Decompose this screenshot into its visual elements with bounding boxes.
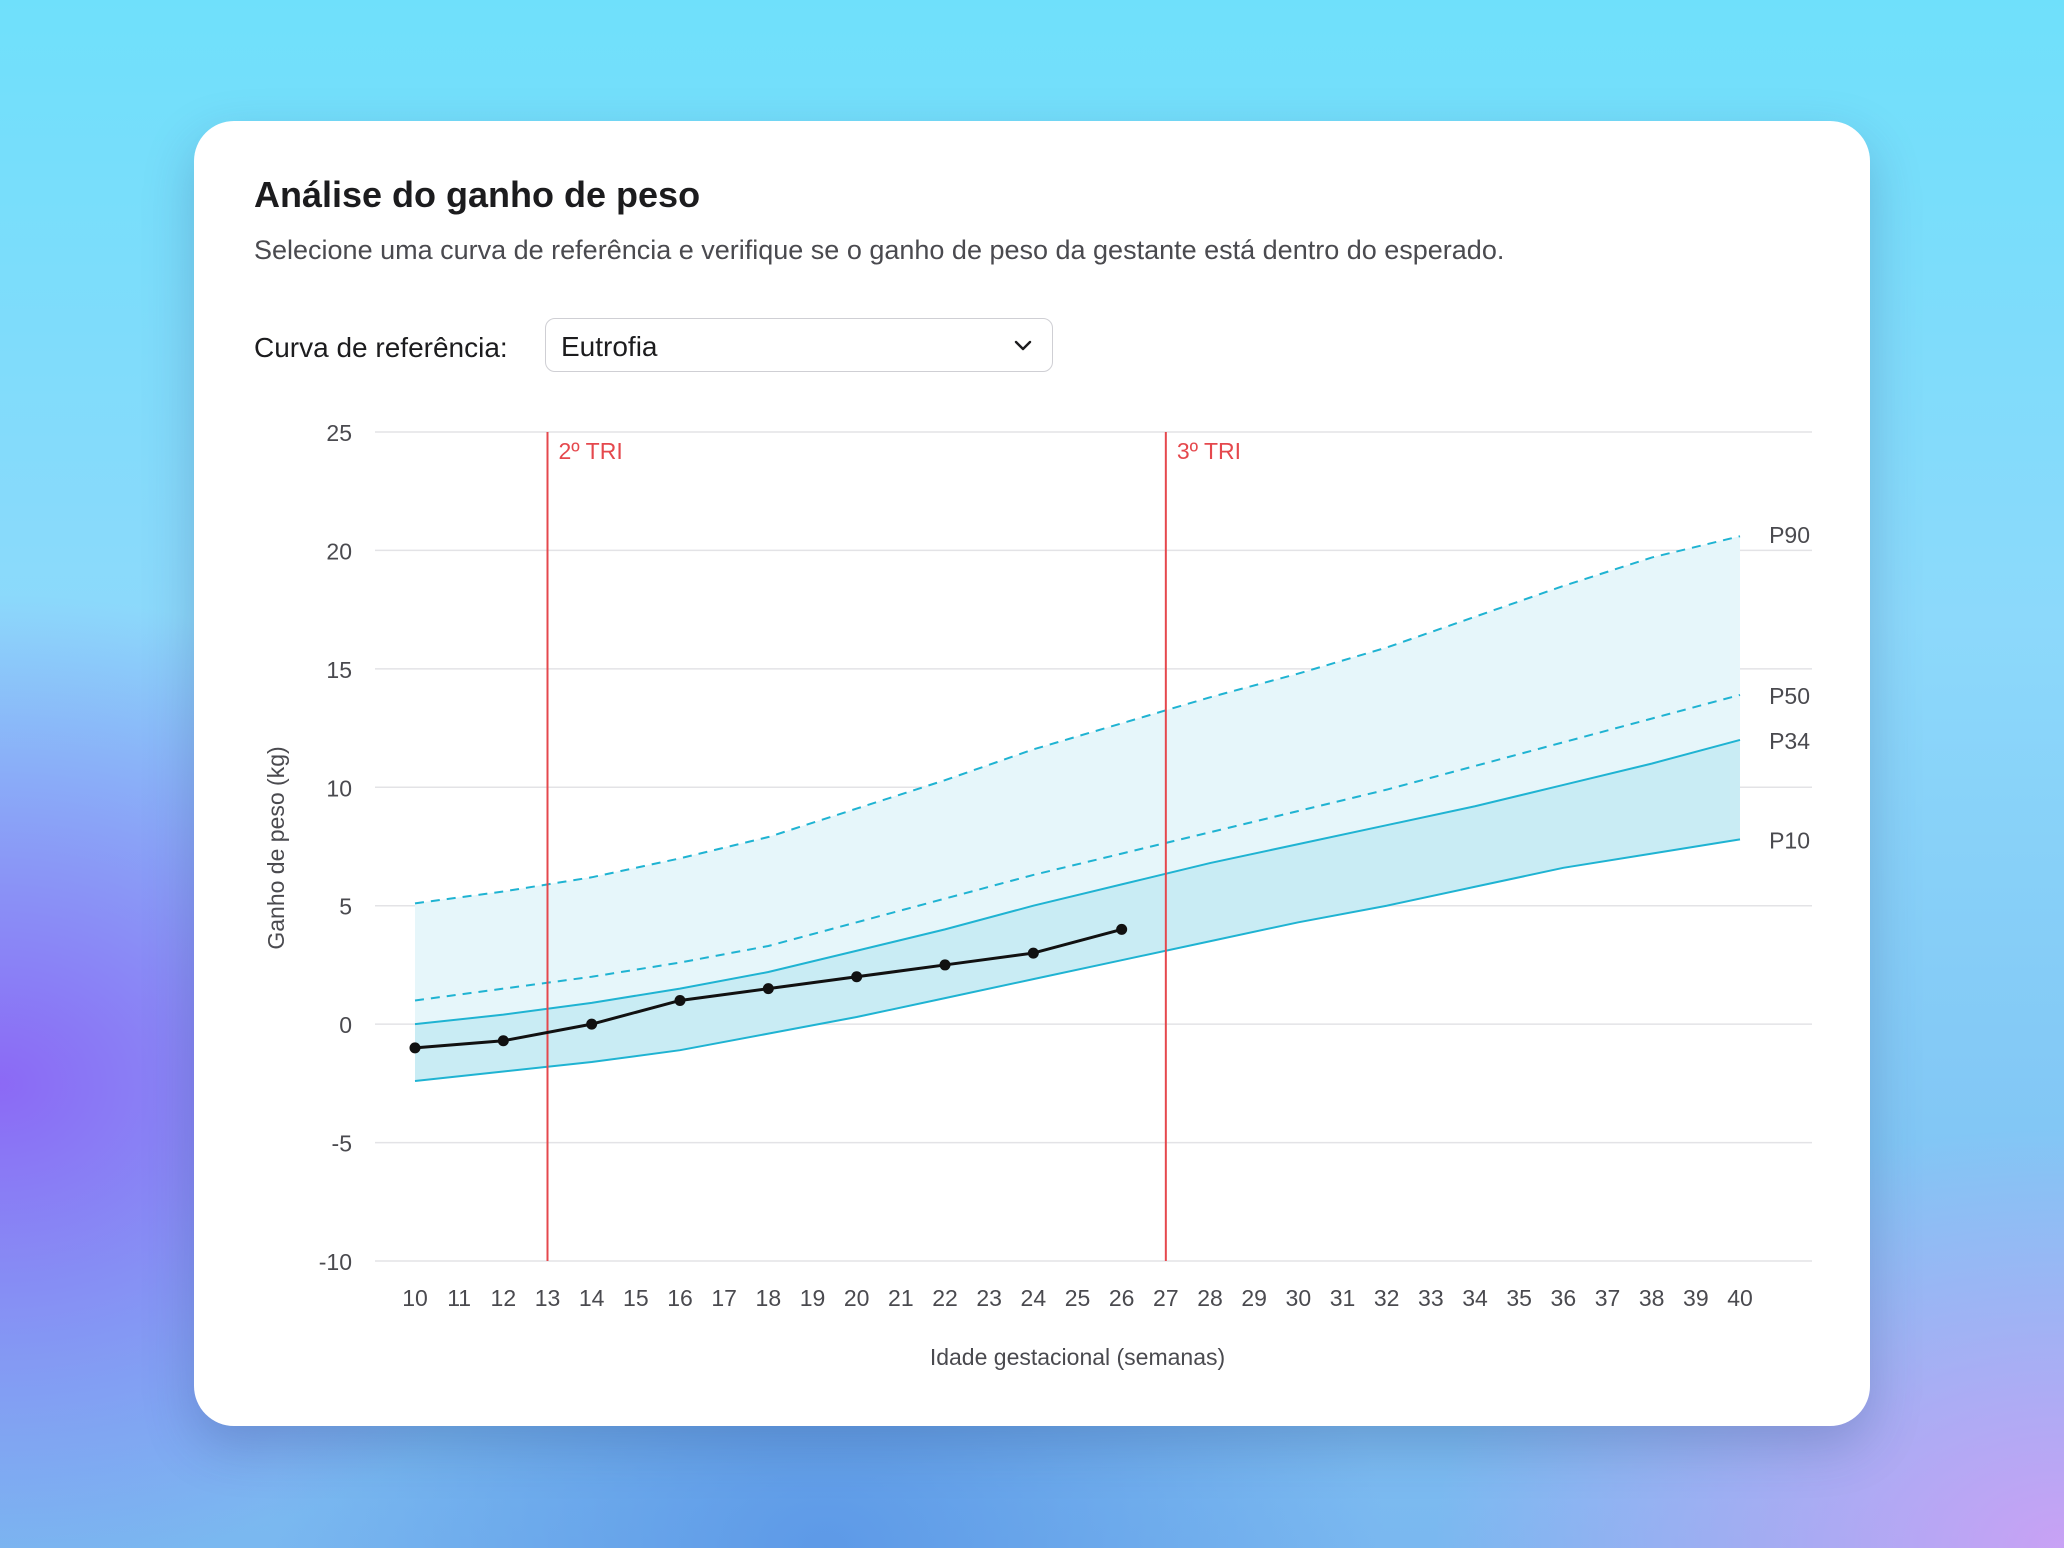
x-tick-label: 18 — [756, 1285, 782, 1311]
x-tick-label: 29 — [1241, 1285, 1267, 1311]
y-tick-label: -5 — [332, 1131, 352, 1157]
x-tick-label: 26 — [1109, 1285, 1135, 1311]
percentile-line-p34 — [414, 738, 1741, 1026]
card-subtitle: Selecione uma curva de referência e veri… — [254, 235, 1505, 265]
y-axis-label: Ganho de peso (kg) — [263, 746, 289, 949]
patient-data-point — [851, 971, 863, 983]
x-tick-label: 16 — [667, 1285, 693, 1311]
patient-data-point — [1116, 923, 1128, 935]
reference-curve-label: Curva de referência: — [254, 332, 508, 363]
percentile-label-p50: P50 — [1769, 683, 1810, 709]
y-tick-label: -10 — [319, 1249, 352, 1275]
y-tick-label: 15 — [326, 657, 352, 683]
x-tick-label: 23 — [976, 1285, 1002, 1311]
weight-gain-card: Análise do ganho de peso Selecione uma c… — [194, 121, 1870, 1426]
x-tick-label: 19 — [800, 1285, 826, 1311]
percentile-line-p50 — [414, 693, 1741, 1002]
percentile-line-p10 — [414, 838, 1741, 1082]
x-tick-label: 12 — [491, 1285, 517, 1311]
x-tick-label: 21 — [888, 1285, 914, 1311]
patient-data-point — [674, 994, 686, 1006]
patient-data-point — [939, 959, 951, 971]
x-tick-label: 40 — [1727, 1285, 1753, 1311]
weight-gain-chart: 25 20 15 10 5 0 -5 -10 10 11 12 13 14 15 16 17 18 19 20 21 2… — [263, 420, 1812, 1370]
band-p10-p34 — [415, 739, 1740, 1081]
trimester-marker-label: 3º TRI — [1177, 438, 1241, 464]
x-tick-label: 15 — [623, 1285, 649, 1311]
x-tick-label: 35 — [1506, 1285, 1532, 1311]
x-tick-label: 17 — [711, 1285, 737, 1311]
y-tick-label: 10 — [326, 775, 352, 801]
y-tick-label: 25 — [326, 420, 352, 446]
x-tick-label: 14 — [579, 1285, 605, 1311]
x-tick-label: 13 — [535, 1285, 561, 1311]
x-tick-label: 11 — [447, 1285, 471, 1311]
patient-data-point — [1027, 947, 1039, 959]
x-tick-label: 34 — [1462, 1285, 1488, 1311]
x-tick-label: 38 — [1639, 1285, 1665, 1311]
percentile-label-p34: P34 — [1769, 728, 1810, 754]
percentile-label-p10: P10 — [1769, 827, 1810, 853]
x-tick-label: 22 — [932, 1285, 958, 1311]
patient-data-point — [586, 1018, 598, 1030]
x-tick-label: 20 — [844, 1285, 870, 1311]
x-tick-label: 32 — [1374, 1285, 1400, 1311]
x-tick-label: 10 — [402, 1285, 428, 1311]
y-tick-label: 20 — [326, 538, 352, 564]
card-title: Análise do ganho de peso — [254, 174, 701, 215]
x-tick-label: 31 — [1330, 1285, 1356, 1311]
x-tick-label: 30 — [1286, 1285, 1312, 1311]
x-tick-label: 25 — [1065, 1285, 1091, 1311]
reference-curve-select[interactable]: Eutrofia — [545, 318, 1053, 372]
x-tick-label: 27 — [1153, 1285, 1179, 1311]
x-tick-label: 24 — [1021, 1285, 1047, 1311]
patient-data-point — [762, 983, 774, 995]
patient-data-point — [497, 1035, 509, 1047]
x-tick-label: 36 — [1551, 1285, 1577, 1311]
chevron-down-icon — [1014, 340, 1032, 351]
x-axis-label: Idade gestacional (semanas) — [930, 1344, 1225, 1370]
x-tick-label: 33 — [1418, 1285, 1444, 1311]
x-tick-label: 39 — [1683, 1285, 1709, 1311]
trimester-marker-label: 2º TRI — [559, 438, 623, 464]
percentile-label-p90: P90 — [1769, 522, 1810, 548]
reference-curve-value: Eutrofia — [561, 331, 658, 362]
band-p10-p90 — [415, 536, 1740, 1081]
x-tick-label: 37 — [1595, 1285, 1621, 1311]
x-tick-label: 28 — [1197, 1285, 1223, 1311]
patient-data-point — [409, 1042, 421, 1054]
y-tick-label: 5 — [339, 894, 352, 920]
y-tick-label: 0 — [339, 1012, 352, 1038]
